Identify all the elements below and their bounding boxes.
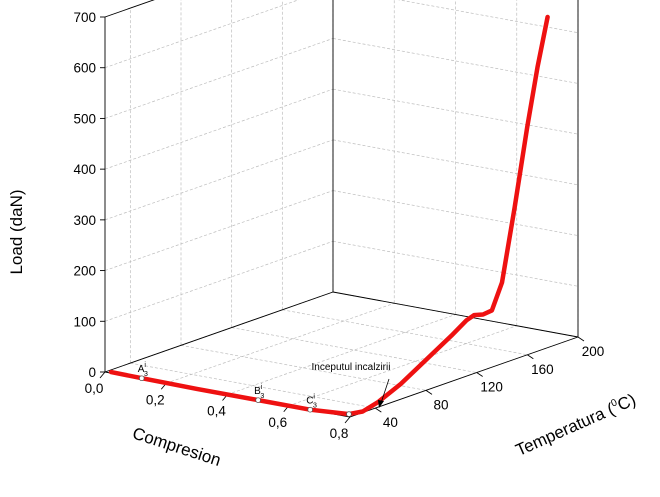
compresion-tick-mark — [99, 371, 106, 379]
marker-label-sup: i — [144, 362, 146, 369]
marker-label-main: C — [306, 396, 313, 407]
temperatura-tick-mark — [577, 336, 585, 342]
gridline-load-back — [104, 38, 334, 119]
load-tick-label: 300 — [73, 213, 96, 228]
load-axis-label: Load (daN) — [7, 189, 26, 274]
gridline-comp-floor — [227, 314, 456, 395]
load-tick-label: 0 — [88, 365, 96, 380]
gridline-load-back — [104, 0, 300, 69]
load-tick-label: 600 — [73, 61, 96, 76]
marker-point — [307, 406, 313, 413]
annotation-text: Inceputul incalzirii — [312, 362, 391, 373]
gridline-load-side — [332, 190, 579, 236]
temperatura-axis-label-main: Temperatura ( — [513, 399, 618, 460]
compresion-tick-label: 0,4 — [207, 404, 226, 419]
load-tick-label: 500 — [73, 111, 96, 126]
annotation-arrowhead — [378, 400, 384, 408]
compresion-tick-label: 0,2 — [146, 392, 165, 407]
gridline-load-side — [332, 88, 579, 135]
temperatura-tick-label: 40 — [383, 415, 398, 430]
temperatura-axis-ticks: 40 80 120 160 200 — [375, 336, 605, 430]
markers: Ai 3Bi 3 Ci 3 — [138, 362, 352, 417]
temperatura-tick-mark — [425, 389, 433, 395]
temperatura-axis-label: Temperatura (0C) — [513, 390, 639, 460]
gridline-temp-floor — [282, 309, 528, 356]
compresion-tick-mark — [344, 416, 351, 424]
marker-label-sup: i — [313, 394, 315, 401]
gridline-load-side — [397, 0, 579, 34]
marker-label-sub: 3 — [144, 371, 148, 378]
compresion-axis-ticks: 0,0 0,2 0,4 0,6 0,8 — [85, 371, 351, 441]
load-tick-label: 100 — [73, 314, 96, 329]
gridline-temp-floor — [130, 362, 376, 409]
temperatura-tick-label: 160 — [531, 362, 554, 377]
temperatura-tick-mark — [375, 407, 382, 413]
frame-edge — [104, 291, 334, 373]
gridline-load-back — [104, 139, 334, 221]
compresion-axis-label: Compresion — [130, 424, 223, 470]
gridline-temp-floor — [180, 344, 427, 391]
marker-label-sup: i — [261, 384, 263, 391]
load-axis-ticks: 0 100 200 300 400 500 600 700 — [73, 10, 105, 380]
gridline-load-side — [332, 240, 579, 287]
marker-label-sub: 3 — [313, 403, 317, 410]
temperatura-tick-label: 80 — [433, 397, 448, 412]
marker-label: Ai 3 — [138, 362, 148, 378]
gridline-load-back — [104, 88, 334, 170]
frame-edge — [104, 0, 155, 18]
marker-point — [138, 375, 145, 382]
marker-label: Ci 3 — [306, 394, 317, 410]
temperatura-tick-mark — [476, 372, 483, 377]
temperatura-tick-label: 120 — [480, 380, 503, 395]
frame-edge — [349, 336, 579, 418]
marker-label-sub: 3 — [260, 393, 264, 400]
compresion-tick-label: 0,6 — [268, 415, 287, 430]
marker-point — [255, 397, 261, 403]
temperatura-axis-label-end: C) — [615, 390, 639, 415]
load-tick-label: 700 — [73, 10, 96, 25]
load-tick-label: 400 — [73, 162, 96, 177]
compresion-tick-label: 0,0 — [85, 381, 104, 396]
temperatura-tick-label: 200 — [582, 344, 605, 359]
gridline-comp-floor — [288, 325, 517, 407]
marker-label-main: B — [254, 386, 261, 397]
compresion-tick-label: 0,8 — [330, 426, 349, 441]
grid-layer — [104, 0, 579, 418]
marker-label-main: A — [138, 364, 145, 375]
frame-edge — [332, 291, 579, 338]
gridline-load-side — [332, 139, 579, 186]
temperatura-tick-mark — [527, 354, 534, 360]
gridline-load-back — [104, 0, 155, 18]
marker-point — [346, 411, 352, 417]
marker-label: Bi 3 — [254, 384, 264, 400]
gridline-load-back — [104, 190, 334, 271]
load-tick-label: 200 — [73, 264, 96, 279]
series-line — [108, 14, 550, 417]
annotation-arrow — [380, 378, 390, 404]
annotation: Inceputul incalzirii — [312, 362, 391, 408]
gridline-temp-floor — [231, 327, 477, 373]
gridline-load-back — [104, 240, 334, 322]
gridline-comp-floor — [166, 302, 395, 384]
temperatura-axis-label-sup: 0 — [609, 397, 619, 409]
